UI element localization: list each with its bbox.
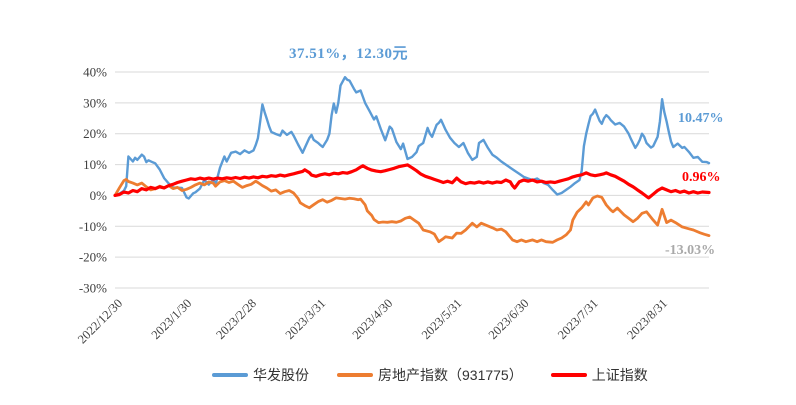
legend-label-shanghai-index: 上证指数: [591, 367, 648, 383]
legend-item-realestate-index: 房地产指数（931775）: [337, 365, 523, 385]
y-axis-tick-label: 30%: [83, 95, 107, 110]
y-axis-tick-label: 10%: [83, 157, 107, 172]
y-axis-tick-label: 40%: [83, 65, 107, 80]
shanghai-line-swatch: [550, 373, 587, 377]
x-axis-tick-label: 2023/7/31: [555, 296, 601, 342]
y-axis-tick-label: -20%: [79, 250, 107, 265]
x-axis-tick-label: 2023/1/30: [149, 296, 195, 342]
y-axis-tick-label: 0%: [90, 188, 108, 203]
y-axis-tick-label: -30%: [79, 281, 107, 296]
legend-label-huafa: 华发股份: [253, 367, 309, 383]
legend-label-realestate-index: 房地产指数（931775）: [378, 367, 523, 383]
x-axis-tick-label: 2023/8/31: [624, 296, 670, 342]
huafa-line-swatch: [212, 373, 248, 377]
series-line-上证指数: [113, 163, 711, 200]
x-axis-tick-label: 2022/12/30: [75, 296, 125, 346]
x-axis-tick-label: 2023/3/31: [283, 296, 329, 342]
x-axis-tick-label: 2023/5/31: [419, 296, 465, 342]
x-axis-tick-label: 2023/2/28: [213, 296, 259, 342]
shanghai-index-end-value-label: 0.96%: [682, 170, 721, 185]
realestate-line-swatch: [337, 373, 373, 377]
x-axis-tick-label: 2023/6/30: [486, 296, 532, 342]
series-line-房地产指数（931775）: [113, 177, 711, 244]
legend-item-shanghai-index: 上证指数: [550, 365, 648, 385]
legend-item-huafa: 华发股份: [212, 365, 309, 385]
y-axis-tick-label: 20%: [83, 126, 107, 141]
x-axis-tick-label: 2023/4/30: [350, 296, 396, 342]
chart-legend: 华发股份 房地产指数（931775） 上证指数: [212, 365, 648, 385]
series-line-华发股份: [113, 75, 711, 200]
huafa-end-value-label: 10.47%: [678, 111, 724, 126]
peak-value-annotation: 37.51%，12.30元: [289, 46, 409, 62]
realestate-index-end-value-label: -13.03%: [665, 243, 716, 258]
y-axis-tick-label: -10%: [79, 219, 107, 234]
